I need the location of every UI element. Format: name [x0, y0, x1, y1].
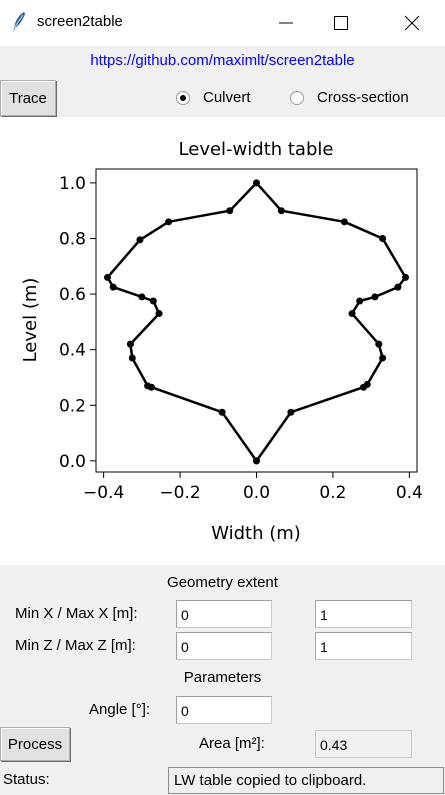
data-point — [402, 273, 410, 281]
feather-icon — [13, 12, 25, 32]
status-message: LW table copied to clipboard. — [168, 767, 444, 794]
close-icon — [404, 15, 420, 31]
y-axis: 0.0 0.2 0.4 0.6 0.8 1.0 — [59, 174, 96, 472]
parameters-heading: Parameters — [183, 669, 262, 686]
data-point — [147, 383, 155, 391]
data-point — [218, 408, 226, 416]
data-point — [379, 234, 387, 242]
data-point — [371, 293, 379, 301]
plot-frame — [95, 168, 418, 473]
trace-button[interactable]: Trace — [0, 80, 56, 116]
data-point — [165, 218, 173, 226]
data-point — [277, 207, 285, 215]
minimize-button[interactable] — [263, 0, 309, 46]
min-x-input[interactable]: 0 — [176, 600, 272, 628]
x-axis: −0.4 −0.2 0.0 0.2 0.4 — [83, 472, 423, 503]
max-x-input[interactable]: 1 — [315, 600, 412, 628]
close-button[interactable] — [389, 0, 435, 46]
data-point — [109, 283, 117, 291]
y-axis-label: Level (m) — [20, 278, 41, 363]
y-tick-label: 0.4 — [59, 341, 86, 361]
radio-cross-section-label: Cross-section — [317, 89, 409, 106]
radio-culvert-label: Culvert — [203, 89, 251, 106]
x-tick-label: 0.2 — [319, 483, 346, 503]
series-line — [106, 181, 407, 462]
x-tick-label: 0.0 — [243, 483, 270, 503]
data-point — [375, 340, 383, 348]
radio-culvert-indicator[interactable] — [176, 90, 190, 105]
data-point — [348, 310, 356, 318]
area-output: 0.43 — [315, 730, 412, 758]
radio-culvert[interactable]: Culvert — [176, 89, 251, 106]
min-max-z-label: Min Z / Max Z [m]: — [15, 637, 136, 654]
maximize-icon — [334, 16, 348, 30]
radio-cross-section[interactable]: Cross-section — [290, 89, 409, 106]
status-label: Status: — [3, 771, 50, 788]
angle-input[interactable]: 0 — [176, 696, 272, 724]
series-layer — [103, 179, 410, 465]
title-bar: screen2table — [0, 0, 445, 46]
x-tick-label: −0.4 — [83, 483, 124, 503]
data-point — [379, 354, 387, 362]
data-point — [136, 236, 144, 244]
data-point — [340, 218, 348, 226]
plot-area: Level-width table −0.4 −0.2 0.0 0.2 0.4 0.0 0… — [0, 117, 445, 565]
chart-title: Level-width table — [179, 139, 334, 160]
data-point — [394, 283, 402, 291]
minimize-icon — [279, 22, 293, 24]
data-point — [226, 207, 234, 215]
x-axis-label: Width (m) — [211, 523, 301, 544]
y-tick-label: 0.8 — [59, 229, 86, 249]
angle-label: Angle [°]: — [89, 701, 151, 718]
data-point — [287, 408, 295, 416]
data-point — [126, 340, 134, 348]
maximize-button[interactable] — [318, 0, 364, 46]
data-point — [155, 310, 163, 318]
data-point — [103, 273, 111, 281]
y-tick-label: 0.0 — [59, 452, 86, 472]
y-tick-label: 0.2 — [59, 396, 86, 416]
data-point — [128, 354, 136, 362]
y-tick-label: 0.6 — [59, 285, 86, 305]
level-width-chart: Level-width table −0.4 −0.2 0.0 0.2 0.4 0.00… — [20, 139, 423, 544]
window-title: screen2table — [37, 13, 123, 30]
data-point — [253, 179, 260, 187]
data-point — [253, 457, 260, 465]
github-link[interactable]: https://github.com/maximlt/screen2table — [90, 52, 355, 69]
geometry-heading: Geometry extent — [167, 574, 278, 591]
max-z-input[interactable]: 1 — [315, 632, 412, 660]
area-label: Area [m²]: — [199, 735, 265, 752]
process-button[interactable]: Process — [0, 727, 70, 761]
data-point — [138, 293, 146, 301]
data-point — [149, 297, 157, 305]
min-max-x-label: Min X / Max X [m]: — [15, 605, 138, 622]
data-point — [356, 297, 364, 305]
x-tick-label: −0.2 — [159, 483, 200, 503]
y-tick-label: 1.0 — [59, 174, 86, 194]
radio-cross-section-indicator[interactable] — [290, 90, 304, 105]
data-point — [363, 380, 371, 388]
x-tick-label: 0.4 — [396, 483, 423, 503]
min-z-input[interactable]: 0 — [176, 632, 272, 660]
